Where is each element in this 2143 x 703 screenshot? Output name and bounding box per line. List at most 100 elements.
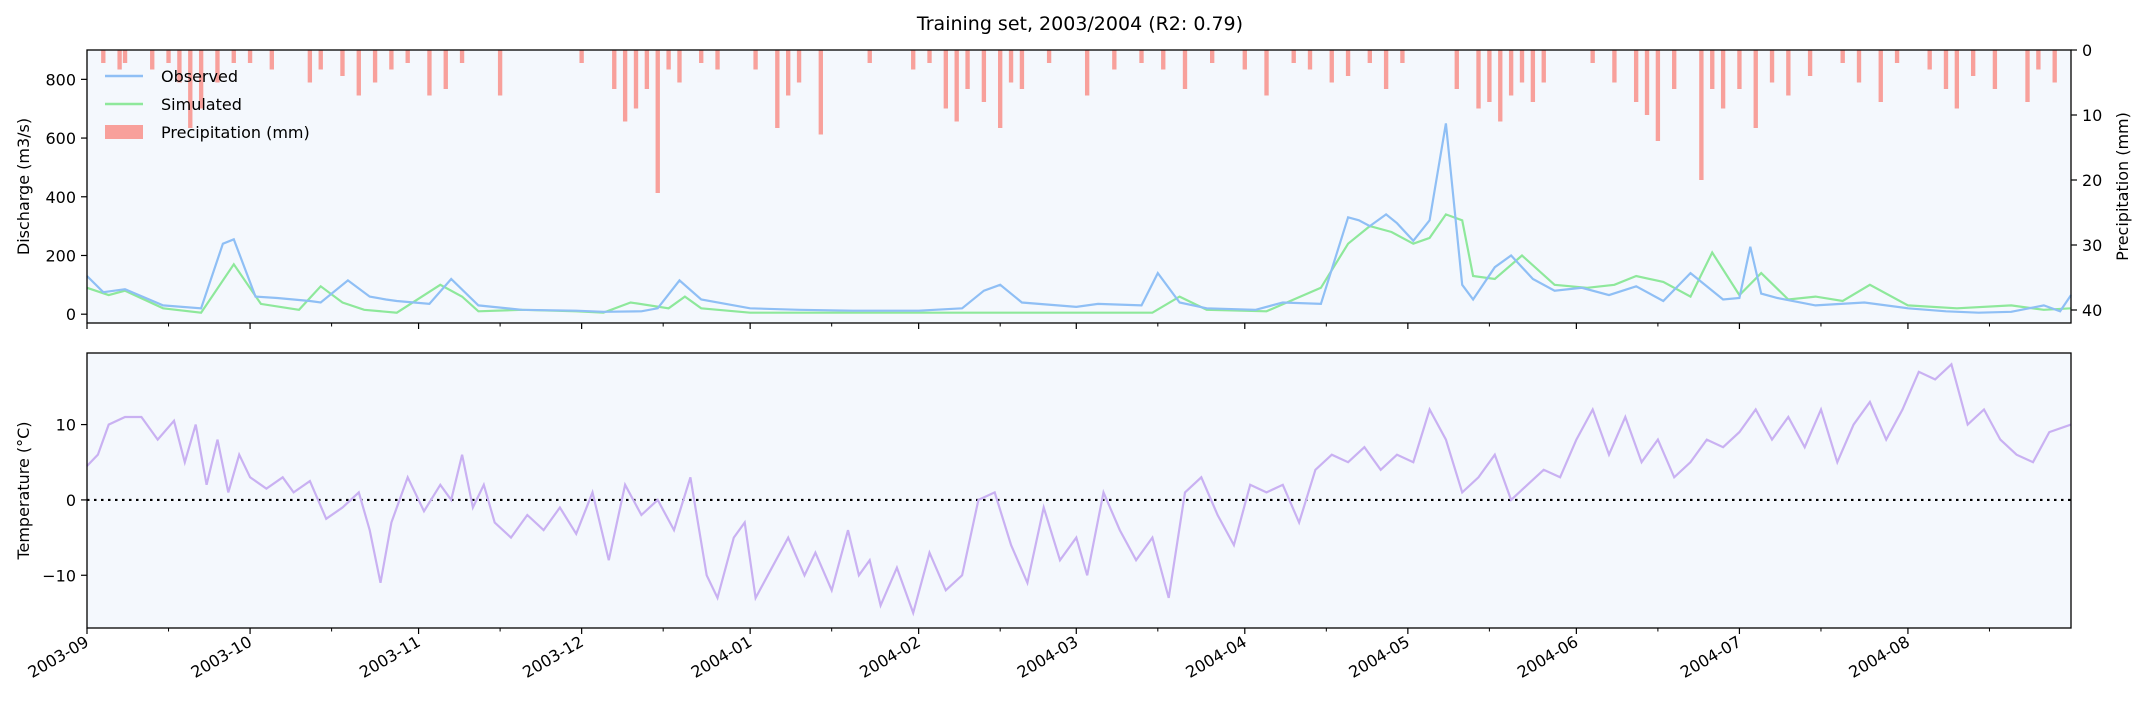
date-tick-label: 2004-03 <box>1014 632 1081 682</box>
date-tick-label: 2004-07 <box>1677 632 1744 682</box>
discharge-panel: 0 200 400 600 800 0 10 20 30 40 Discharge (m3/s)… <box>14 41 2132 329</box>
precipitation-bar <box>1243 50 1247 70</box>
precipitation-tick-label: 40 <box>2082 301 2102 320</box>
date-tick-label: 2003-12 <box>519 632 586 682</box>
precipitation-bar <box>753 50 757 70</box>
precipitation-bar <box>1786 50 1790 96</box>
date-tick-label: 2004-06 <box>1514 632 1581 682</box>
discharge-tick-label: 400 <box>45 188 76 207</box>
precipitation-bar <box>2036 50 2040 70</box>
precipitation-bar <box>1498 50 1502 122</box>
precipitation-bar <box>1210 50 1214 63</box>
discharge-panel-background <box>87 50 2071 323</box>
date-tick-label: 2004-04 <box>1182 632 1249 682</box>
precipitation-bar <box>117 50 121 70</box>
temperature-tick-label: 0 <box>66 491 76 510</box>
precipitation-bar <box>927 50 931 63</box>
discharge-tick-label: 800 <box>45 70 76 89</box>
precipitation-bar <box>911 50 915 70</box>
precipitation-bar <box>1754 50 1758 128</box>
discharge-y-axis: 0 200 400 600 800 <box>45 70 87 324</box>
temperature-panel: −10 0 10 2003-09 2003-10 2003-11 2003-12 2004-… <box>14 353 2071 682</box>
precipitation-bar <box>634 50 638 109</box>
precipitation-bar <box>427 50 431 96</box>
precipitation-tick-label: 0 <box>2082 41 2092 60</box>
precipitation-bar <box>2053 50 2057 83</box>
precipitation-bar <box>444 50 448 89</box>
precipitation-bar <box>1895 50 1899 63</box>
precipitation-bar <box>1520 50 1524 83</box>
precipitation-bar <box>612 50 616 89</box>
precipitation-bar <box>1721 50 1725 109</box>
precipitation-bar <box>1699 50 1703 180</box>
precipitation-bar <box>623 50 627 122</box>
precipitation-bar <box>166 50 170 63</box>
precipitation-bar <box>1531 50 1535 102</box>
precipitation-bar <box>656 50 660 193</box>
precipitation-bar <box>982 50 986 102</box>
temperature-tick-label: −10 <box>42 566 76 585</box>
precipitation-bar <box>1020 50 1024 89</box>
precipitation-bar <box>319 50 323 70</box>
precipitation-bar <box>1612 50 1616 83</box>
precipitation-bar <box>101 50 105 63</box>
precipitation-bar <box>944 50 948 109</box>
precipitation-bar <box>868 50 872 63</box>
precipitation-bar <box>2025 50 2029 102</box>
precipitation-bar <box>1590 50 1594 63</box>
precipitation-bar <box>1808 50 1812 76</box>
precipitation-bar <box>123 50 127 63</box>
precipitation-bar <box>677 50 681 83</box>
precipitation-bar <box>797 50 801 83</box>
precipitation-bar <box>498 50 502 96</box>
precipitation-bar <box>579 50 583 63</box>
precipitation-bar <box>1292 50 1296 63</box>
precipitation-bar <box>998 50 1002 128</box>
date-tick-label: 2004-08 <box>1846 632 1913 682</box>
precipitation-bar <box>1955 50 1959 109</box>
precipitation-bar <box>1047 50 1051 63</box>
precipitation-bar <box>1645 50 1649 115</box>
date-tick-label: 2003-09 <box>25 632 92 682</box>
precipitation-bar <box>1993 50 1997 89</box>
precipitation-bar <box>308 50 312 83</box>
precipitation-bar <box>666 50 670 70</box>
precipitation-bar <box>1770 50 1774 83</box>
precipitation-bar <box>1264 50 1268 96</box>
precipitation-bar <box>1308 50 1312 70</box>
precipitation-bar <box>955 50 959 122</box>
precipitation-bar <box>1009 50 1013 83</box>
precipitation-axis-label: Precipitation (mm) <box>2113 112 2132 261</box>
precipitation-bar <box>1400 50 1404 63</box>
precipitation-bar <box>819 50 823 135</box>
precipitation-tick-label: 30 <box>2082 236 2102 255</box>
chart-title: Training set, 2003/2004 (R2: 0.79) <box>916 13 1243 35</box>
temperature-tick-label: 10 <box>56 416 76 435</box>
precipitation-bar <box>1509 50 1513 96</box>
precipitation-bar <box>1971 50 1975 76</box>
precipitation-bar <box>1139 50 1143 63</box>
date-tick-label: 2004-01 <box>688 632 755 682</box>
precipitation-bar <box>1346 50 1350 76</box>
precipitation-bar <box>1487 50 1491 102</box>
precipitation-bar <box>1879 50 1883 102</box>
temperature-axis-label: Temperature (°C) <box>14 421 33 560</box>
discharge-tick-label: 0 <box>66 305 76 324</box>
precipitation-bar <box>775 50 779 128</box>
discharge-tick-label: 200 <box>45 246 76 265</box>
precipitation-bar <box>248 50 252 63</box>
legend-swatch-precipitation <box>105 125 143 139</box>
discharge-tick-label: 600 <box>45 129 76 148</box>
precipitation-bar <box>1368 50 1372 63</box>
date-tick-label: 2003-10 <box>188 632 255 682</box>
date-tick-label: 2003-11 <box>356 632 423 682</box>
precipitation-bar <box>389 50 393 70</box>
precipitation-bar <box>150 50 154 70</box>
precipitation-bar <box>965 50 969 89</box>
precipitation-bar <box>1330 50 1334 83</box>
precipitation-bar <box>232 50 236 63</box>
precipitation-bar <box>1542 50 1546 83</box>
precipitation-bar <box>1857 50 1861 83</box>
precipitation-y-axis: 0 10 20 30 40 <box>2071 41 2102 320</box>
